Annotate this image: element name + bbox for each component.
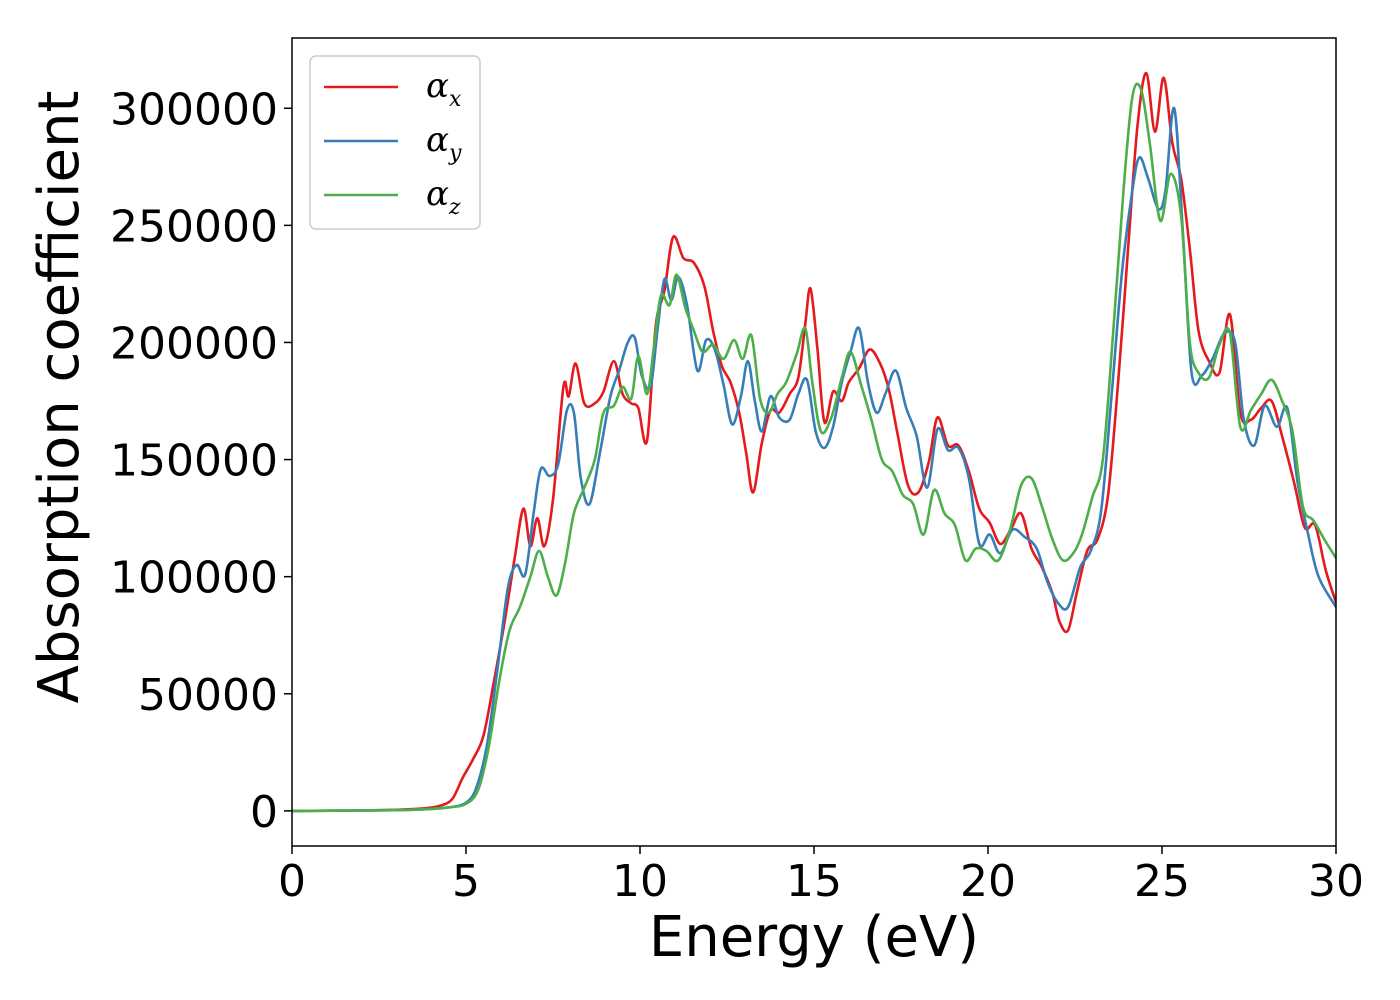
x-axis: 0 5 10 15 20 25 30 — [278, 846, 1364, 907]
y-tick-label: 50000 — [138, 670, 278, 721]
x-tick-label: 15 — [786, 856, 842, 907]
x-tick-label: 10 — [612, 856, 668, 907]
legend: αx αy αz — [309, 55, 481, 230]
x-tick-label: 5 — [452, 856, 480, 907]
legend-label-y: αy — [426, 120, 462, 166]
series-line-y — [292, 106, 1336, 813]
legend-box — [309, 55, 481, 230]
y-tick-label: 100000 — [110, 553, 278, 604]
y-tick-label: 200000 — [110, 318, 278, 369]
y-axis: 0 50000 100000 150000 200000 250000 300000 — [110, 84, 292, 838]
y-tick-label: 300000 — [110, 84, 278, 135]
y-tick-label: 0 — [250, 787, 278, 838]
x-tick-label: 25 — [1134, 856, 1190, 907]
series-layer — [292, 71, 1336, 813]
y-tick-label: 250000 — [110, 201, 278, 252]
series-line-z — [292, 82, 1336, 813]
x-axis-label: Energy (eV) — [649, 905, 979, 970]
x-tick-label: 30 — [1308, 856, 1364, 907]
y-tick-label: 150000 — [110, 436, 278, 487]
x-tick-label: 20 — [960, 856, 1016, 907]
y-axis-label: Absorption coefficient — [27, 91, 92, 704]
x-tick-label: 0 — [278, 856, 306, 907]
legend-label-x: αx — [426, 66, 462, 112]
legend-label-z: αz — [426, 174, 461, 220]
